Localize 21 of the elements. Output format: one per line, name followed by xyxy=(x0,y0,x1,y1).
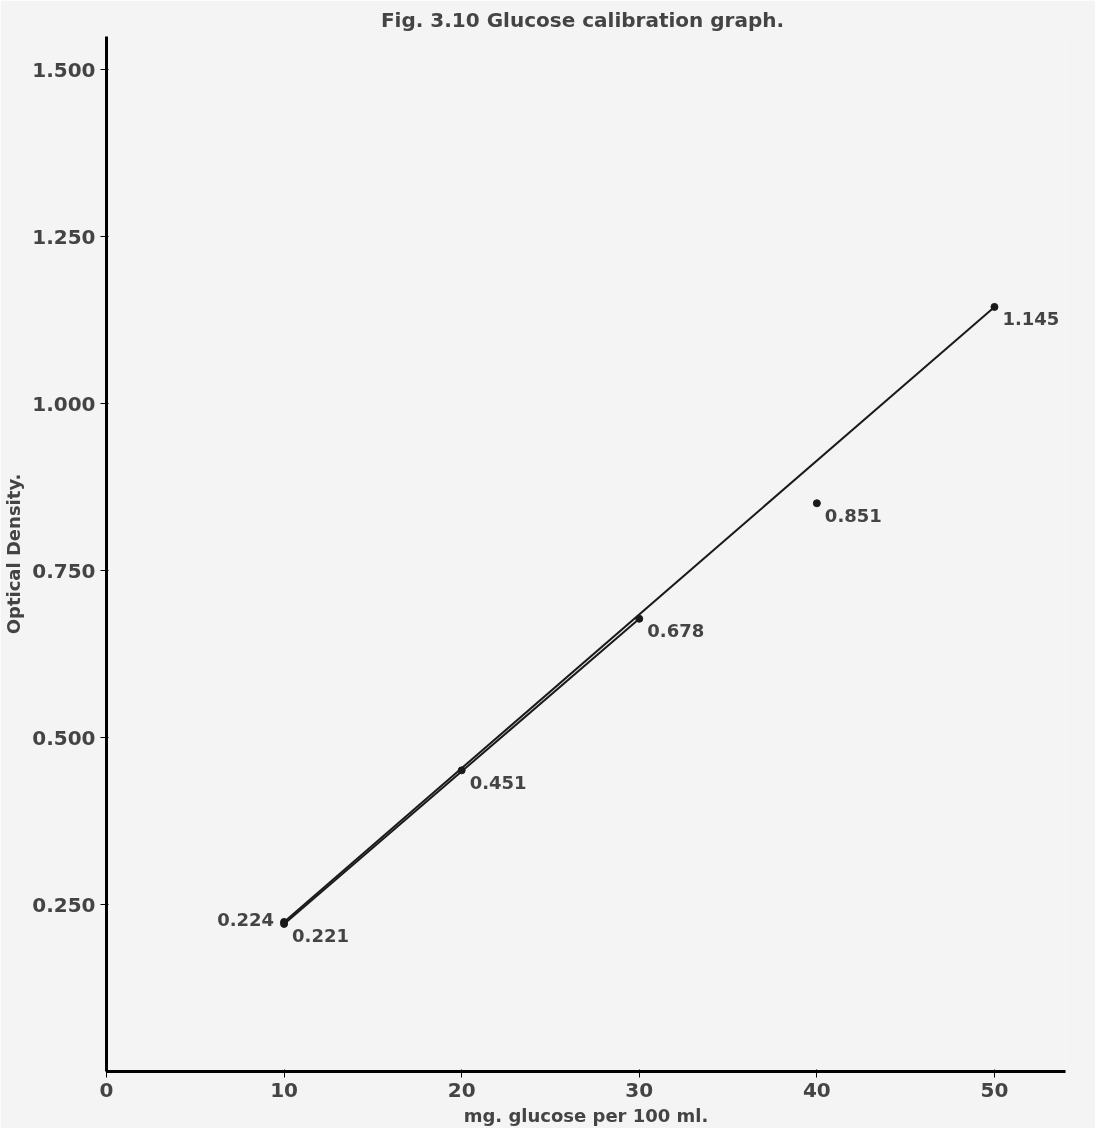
data-label: 1.145 xyxy=(1002,308,1060,330)
x-tick-label: 0 xyxy=(99,1077,114,1102)
data-label: 0.224 xyxy=(217,909,275,931)
y-tick-label: 0.750 xyxy=(32,558,96,583)
x-tick-label: 50 xyxy=(980,1077,1009,1102)
y-tick-label: 1.500 xyxy=(32,57,96,82)
data-label: 0.221 xyxy=(292,925,350,947)
y-tick-label: 0.500 xyxy=(32,725,96,750)
x-tick-label: 40 xyxy=(802,1077,831,1102)
data-label: 0.451 xyxy=(469,771,527,793)
data-label: 0.678 xyxy=(647,620,705,642)
data-label: 0.851 xyxy=(824,504,882,526)
x-tick-label: 20 xyxy=(447,1077,476,1102)
y-tick-label: 1.250 xyxy=(32,224,96,249)
x-tick-label: 10 xyxy=(270,1077,299,1102)
x-axis-title: mg. glucose per 100 ml. xyxy=(463,1104,709,1126)
chart-title: Fig. 3.10 Glucose calibration graph. xyxy=(380,7,785,32)
y-tick-label: 1.000 xyxy=(32,391,96,416)
y-tick-label: 0.250 xyxy=(32,892,96,917)
y-axis-title: Optical Density. xyxy=(3,473,25,635)
x-tick-label: 30 xyxy=(625,1077,654,1102)
